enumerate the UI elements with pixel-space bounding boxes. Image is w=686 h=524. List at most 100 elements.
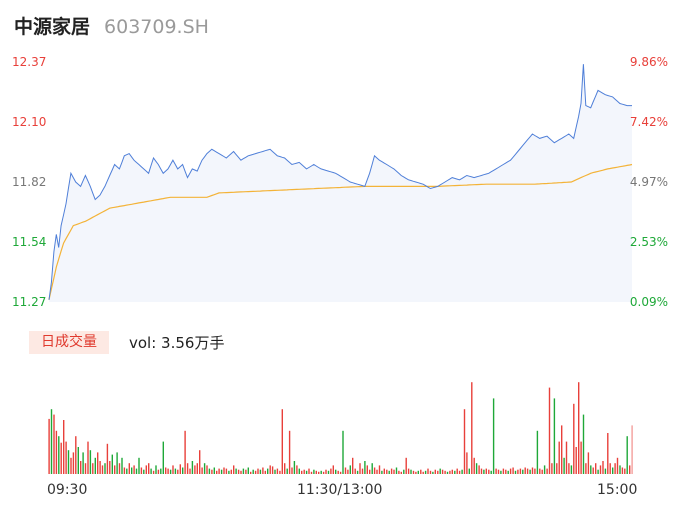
volume-bar xyxy=(373,467,376,474)
volume-bar xyxy=(257,468,259,474)
volume-bar xyxy=(194,465,196,474)
volume-bar xyxy=(621,467,624,474)
volume-bar xyxy=(395,467,398,474)
volume-bar xyxy=(165,467,167,474)
volume-bar xyxy=(604,468,607,474)
volume-bar xyxy=(364,461,366,474)
x-tick-midday: 11:30/13:00 xyxy=(297,482,383,498)
volume-bar xyxy=(356,470,359,474)
volume-bar xyxy=(313,469,315,474)
price-area-fill xyxy=(49,64,632,302)
volume-bar xyxy=(179,464,181,474)
volume-bar xyxy=(145,465,147,474)
volume-bar xyxy=(322,471,325,474)
volume-bar xyxy=(468,468,470,474)
volume-bar xyxy=(301,470,303,474)
volume-bar xyxy=(87,441,89,474)
volume-bar xyxy=(303,469,305,474)
volume-bar xyxy=(517,469,519,474)
volume-bar xyxy=(65,441,67,474)
volume-bar xyxy=(352,457,354,474)
volume-bar xyxy=(109,461,111,474)
volume-bar xyxy=(254,470,257,474)
volume-bar xyxy=(595,463,597,474)
volume-bar xyxy=(505,469,507,474)
volume-bar xyxy=(570,465,573,474)
volume-bar xyxy=(609,463,611,474)
volume-bar xyxy=(138,457,140,474)
volume-bar xyxy=(308,468,310,474)
volume-bar xyxy=(335,469,337,474)
volume-bar xyxy=(502,468,505,474)
volume-bar xyxy=(48,418,50,474)
volume-bar xyxy=(424,470,427,474)
y-left-tick: 12.37 xyxy=(12,55,47,69)
volume-bar xyxy=(485,468,487,474)
volume-bar xyxy=(184,430,186,474)
volume-bar xyxy=(602,461,604,474)
volume-bar xyxy=(89,450,92,474)
volume-bar xyxy=(298,468,300,474)
volume-bar xyxy=(553,398,556,474)
volume-bar xyxy=(585,463,587,474)
volume-bar xyxy=(403,469,405,474)
volume-bar xyxy=(274,469,276,474)
volume-bar xyxy=(400,471,402,474)
volume-bar xyxy=(369,469,371,474)
volume-bar xyxy=(223,467,225,474)
volume-bar xyxy=(383,468,385,474)
volume-bar xyxy=(366,465,368,474)
volume-bar xyxy=(250,471,252,474)
volume-bar xyxy=(318,471,320,474)
volume-bar xyxy=(80,461,82,474)
volume-bar xyxy=(262,467,264,474)
volume-bar xyxy=(339,471,342,474)
volume-bar xyxy=(371,463,373,474)
volume-bar xyxy=(561,425,563,474)
volume-tab[interactable]: 日成交量 xyxy=(29,331,109,354)
volume-bar xyxy=(551,463,553,474)
volume-bar xyxy=(305,470,308,474)
volume-bar xyxy=(208,468,211,474)
volume-bar xyxy=(543,465,546,474)
volume-bar xyxy=(337,470,339,474)
volume-bar xyxy=(410,469,412,474)
volume-bar xyxy=(429,470,432,474)
volume-bar xyxy=(296,465,298,474)
stock-header: 中源家居 603709.SH xyxy=(14,12,209,40)
volume-bar xyxy=(92,463,94,474)
volume-bar xyxy=(177,469,179,474)
volume-bar xyxy=(541,469,543,474)
price-line xyxy=(48,64,632,300)
volume-bar xyxy=(590,465,592,474)
volume-bar xyxy=(451,469,453,474)
volume-bar xyxy=(182,467,184,474)
volume-bar xyxy=(225,468,228,474)
stock-code: 603709.SH xyxy=(104,16,209,38)
y-left-tick: 11.82 xyxy=(12,175,47,189)
volume-bar xyxy=(199,450,201,474)
volume-bar xyxy=(388,470,390,474)
volume-bar xyxy=(291,467,293,474)
volume-bar xyxy=(427,468,429,474)
volume-bar xyxy=(152,470,155,474)
volume-bar xyxy=(330,468,332,474)
volume-bar xyxy=(288,430,291,474)
volume-bar xyxy=(143,469,145,474)
y-right-tick: 0.09% xyxy=(629,295,668,309)
volume-bar xyxy=(575,447,577,474)
volume-bar xyxy=(393,469,395,474)
volume-bar xyxy=(72,452,75,474)
volume-bar xyxy=(507,470,509,474)
volume-bar xyxy=(480,468,483,474)
volume-bar xyxy=(349,465,351,474)
volume-bar xyxy=(344,467,347,474)
volume-bar xyxy=(206,465,208,474)
volume-bar xyxy=(332,465,334,474)
volume-bar xyxy=(378,465,381,474)
volume-bar xyxy=(114,465,116,474)
volume-bar xyxy=(191,461,194,474)
volume-bar xyxy=(189,468,191,474)
volume-bar xyxy=(67,450,70,474)
